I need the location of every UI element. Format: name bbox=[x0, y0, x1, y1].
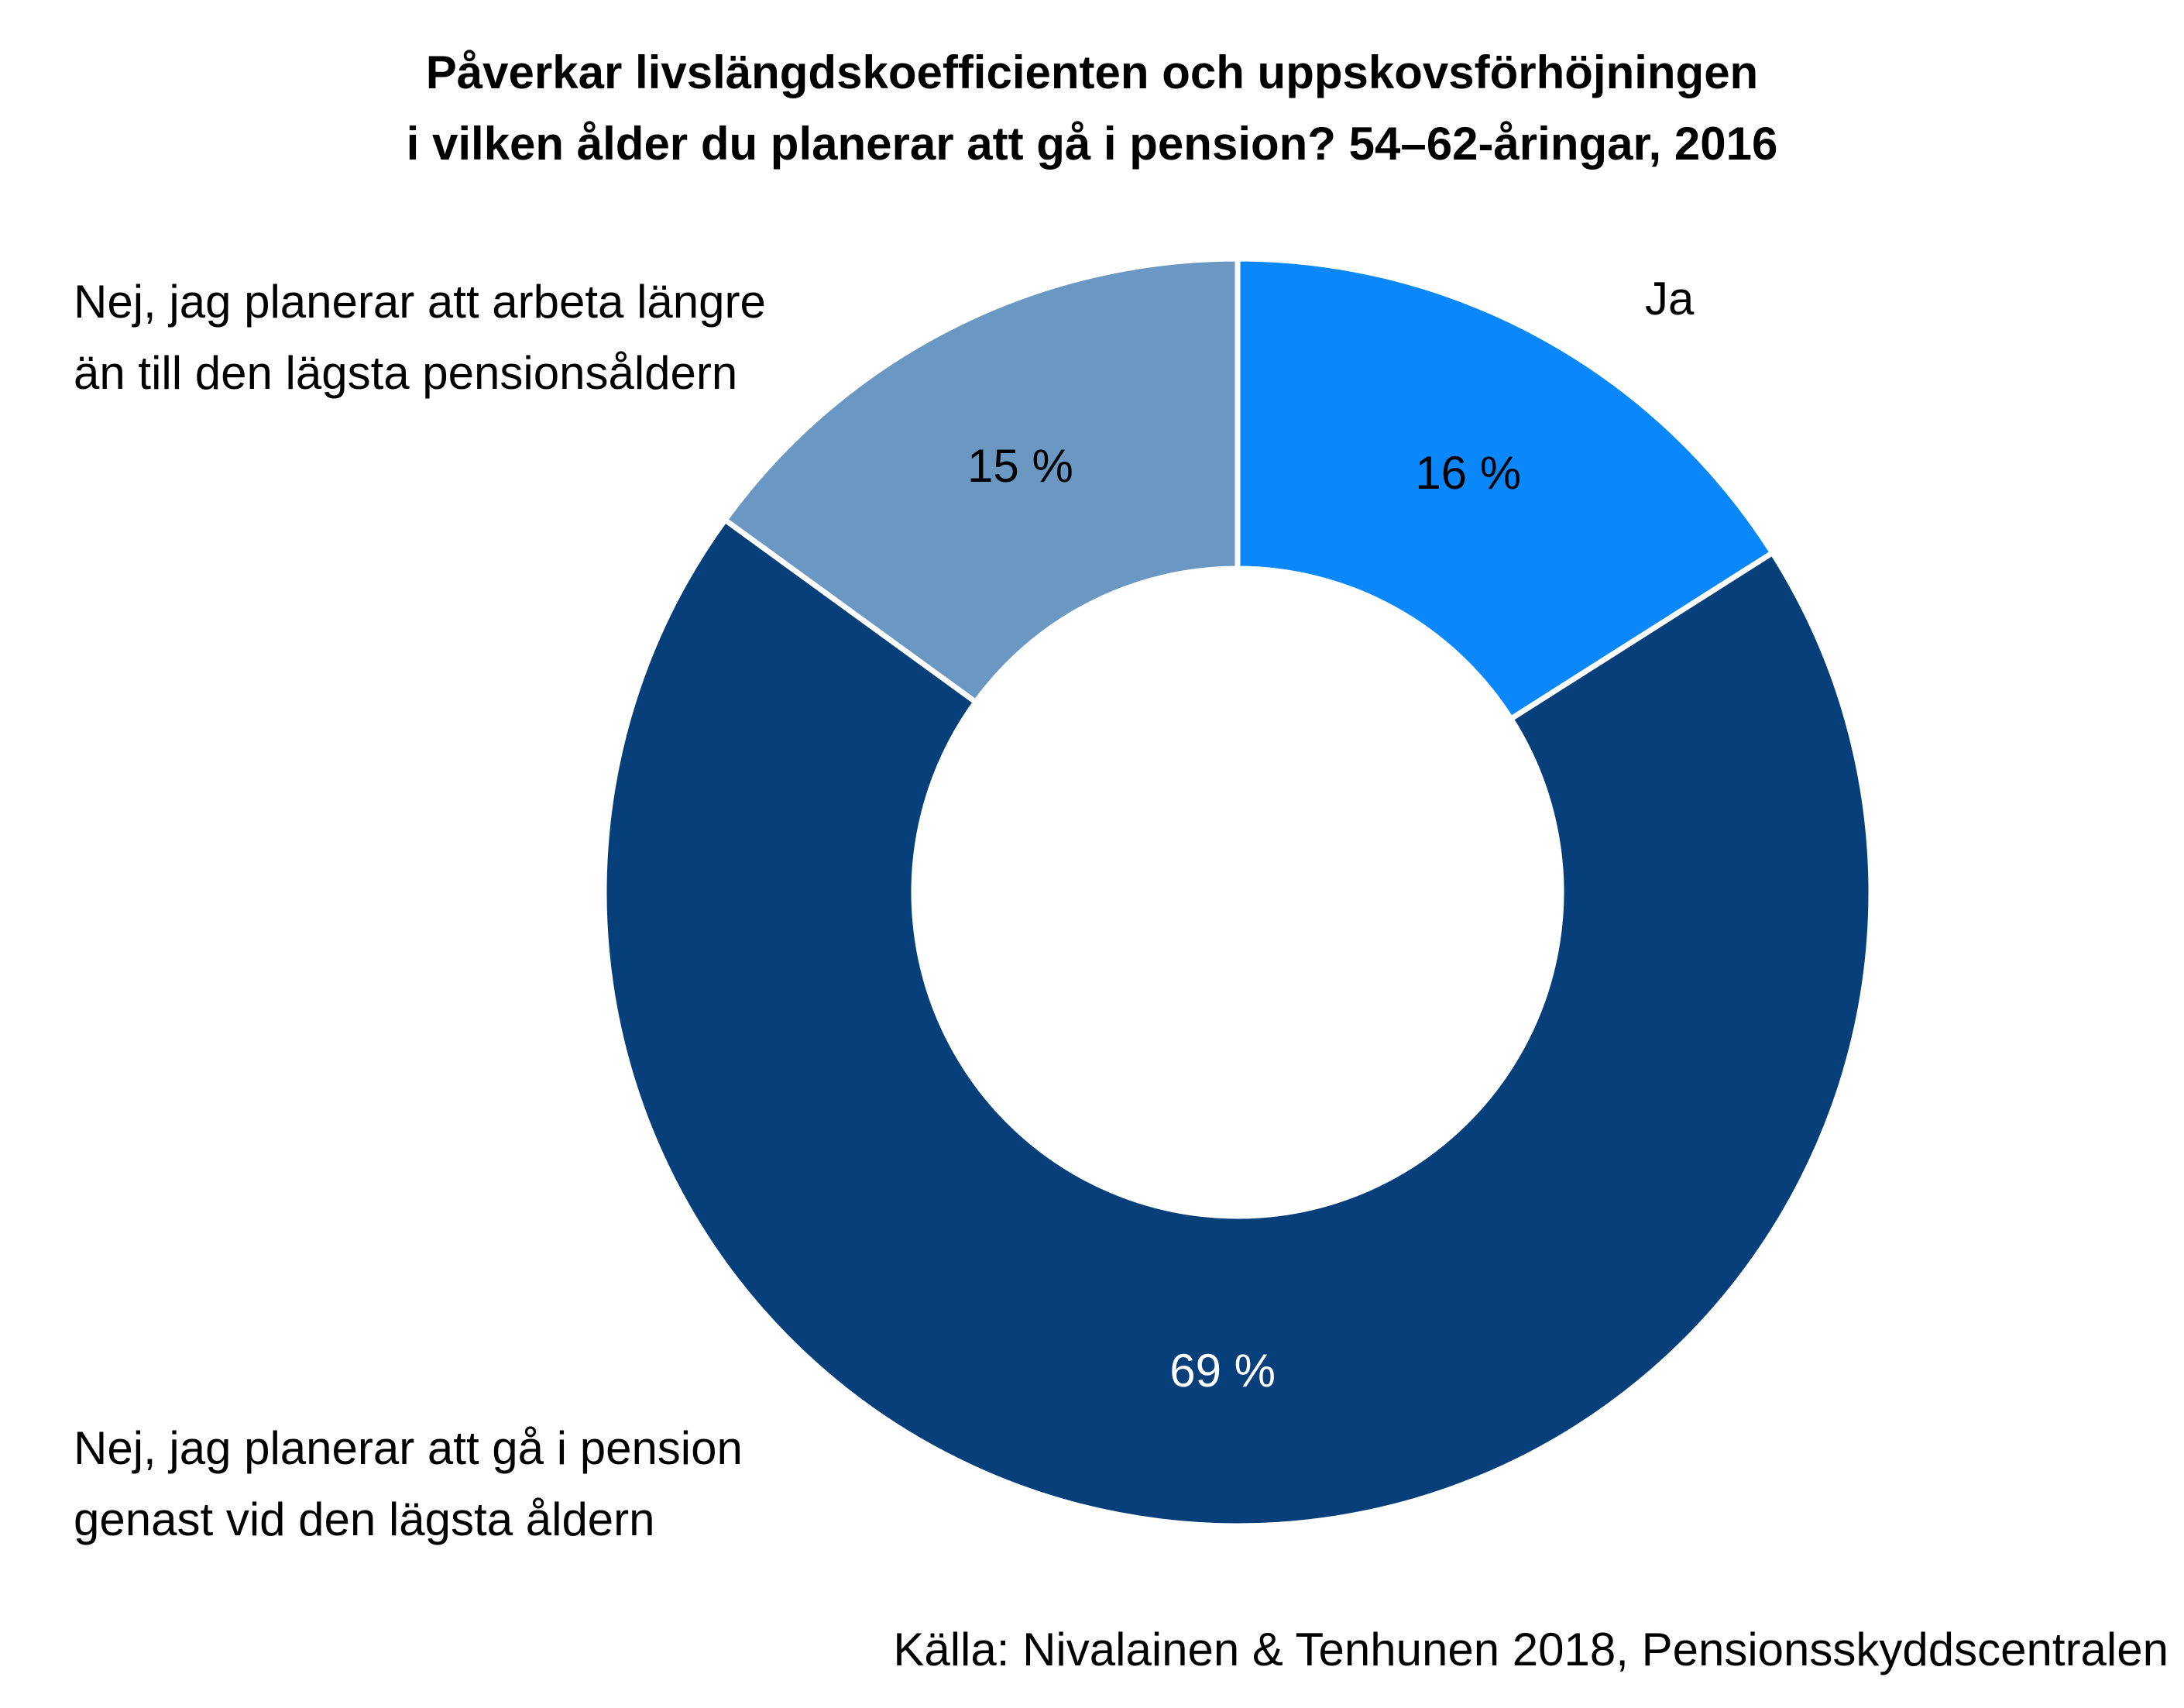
slice-label-arbeta-langre-line-1: Nej, jag planerar att arbeta längre bbox=[74, 276, 766, 328]
donut-slice-0 bbox=[1235, 256, 1776, 722]
slice-label-genast: Nej, jag planerar att gå i pension genas… bbox=[74, 1413, 743, 1555]
donut-slices bbox=[601, 256, 1874, 1529]
donut-value-label-2: 15 % bbox=[967, 440, 1073, 492]
chart-title: Påverkar livslängdskoefficienten och upp… bbox=[0, 37, 2184, 180]
slice-label-genast-line-2: genast vid den lägsta åldern bbox=[74, 1493, 655, 1545]
slice-label-ja-line-1: Ja bbox=[1645, 273, 1695, 325]
donut-slice-2 bbox=[722, 256, 1241, 705]
slice-label-arbeta-langre: Nej, jag planerar att arbeta längre än t… bbox=[74, 266, 766, 409]
chart-title-line-2: i vilken ålder du planerar att gå i pens… bbox=[406, 118, 1778, 170]
source-note: Källa: Nivalainen & Tenhunen 2018, Pensi… bbox=[893, 1624, 2169, 1675]
slice-label-arbeta-langre-line-2: än till den lägsta pensionsåldern bbox=[74, 347, 738, 399]
chart-title-line-1: Påverkar livslängdskoefficienten och upp… bbox=[425, 46, 1759, 98]
slice-label-ja: Ja bbox=[1645, 263, 1694, 335]
donut-value-labels: 16 % 69 % 15 % bbox=[967, 440, 1521, 1397]
slice-label-genast-line-1: Nej, jag planerar att gå i pension bbox=[74, 1422, 743, 1474]
donut-slice-1 bbox=[601, 517, 1874, 1529]
donut-value-label-0: 16 % bbox=[1415, 447, 1521, 499]
donut-value-label-1: 69 % bbox=[1169, 1345, 1276, 1397]
